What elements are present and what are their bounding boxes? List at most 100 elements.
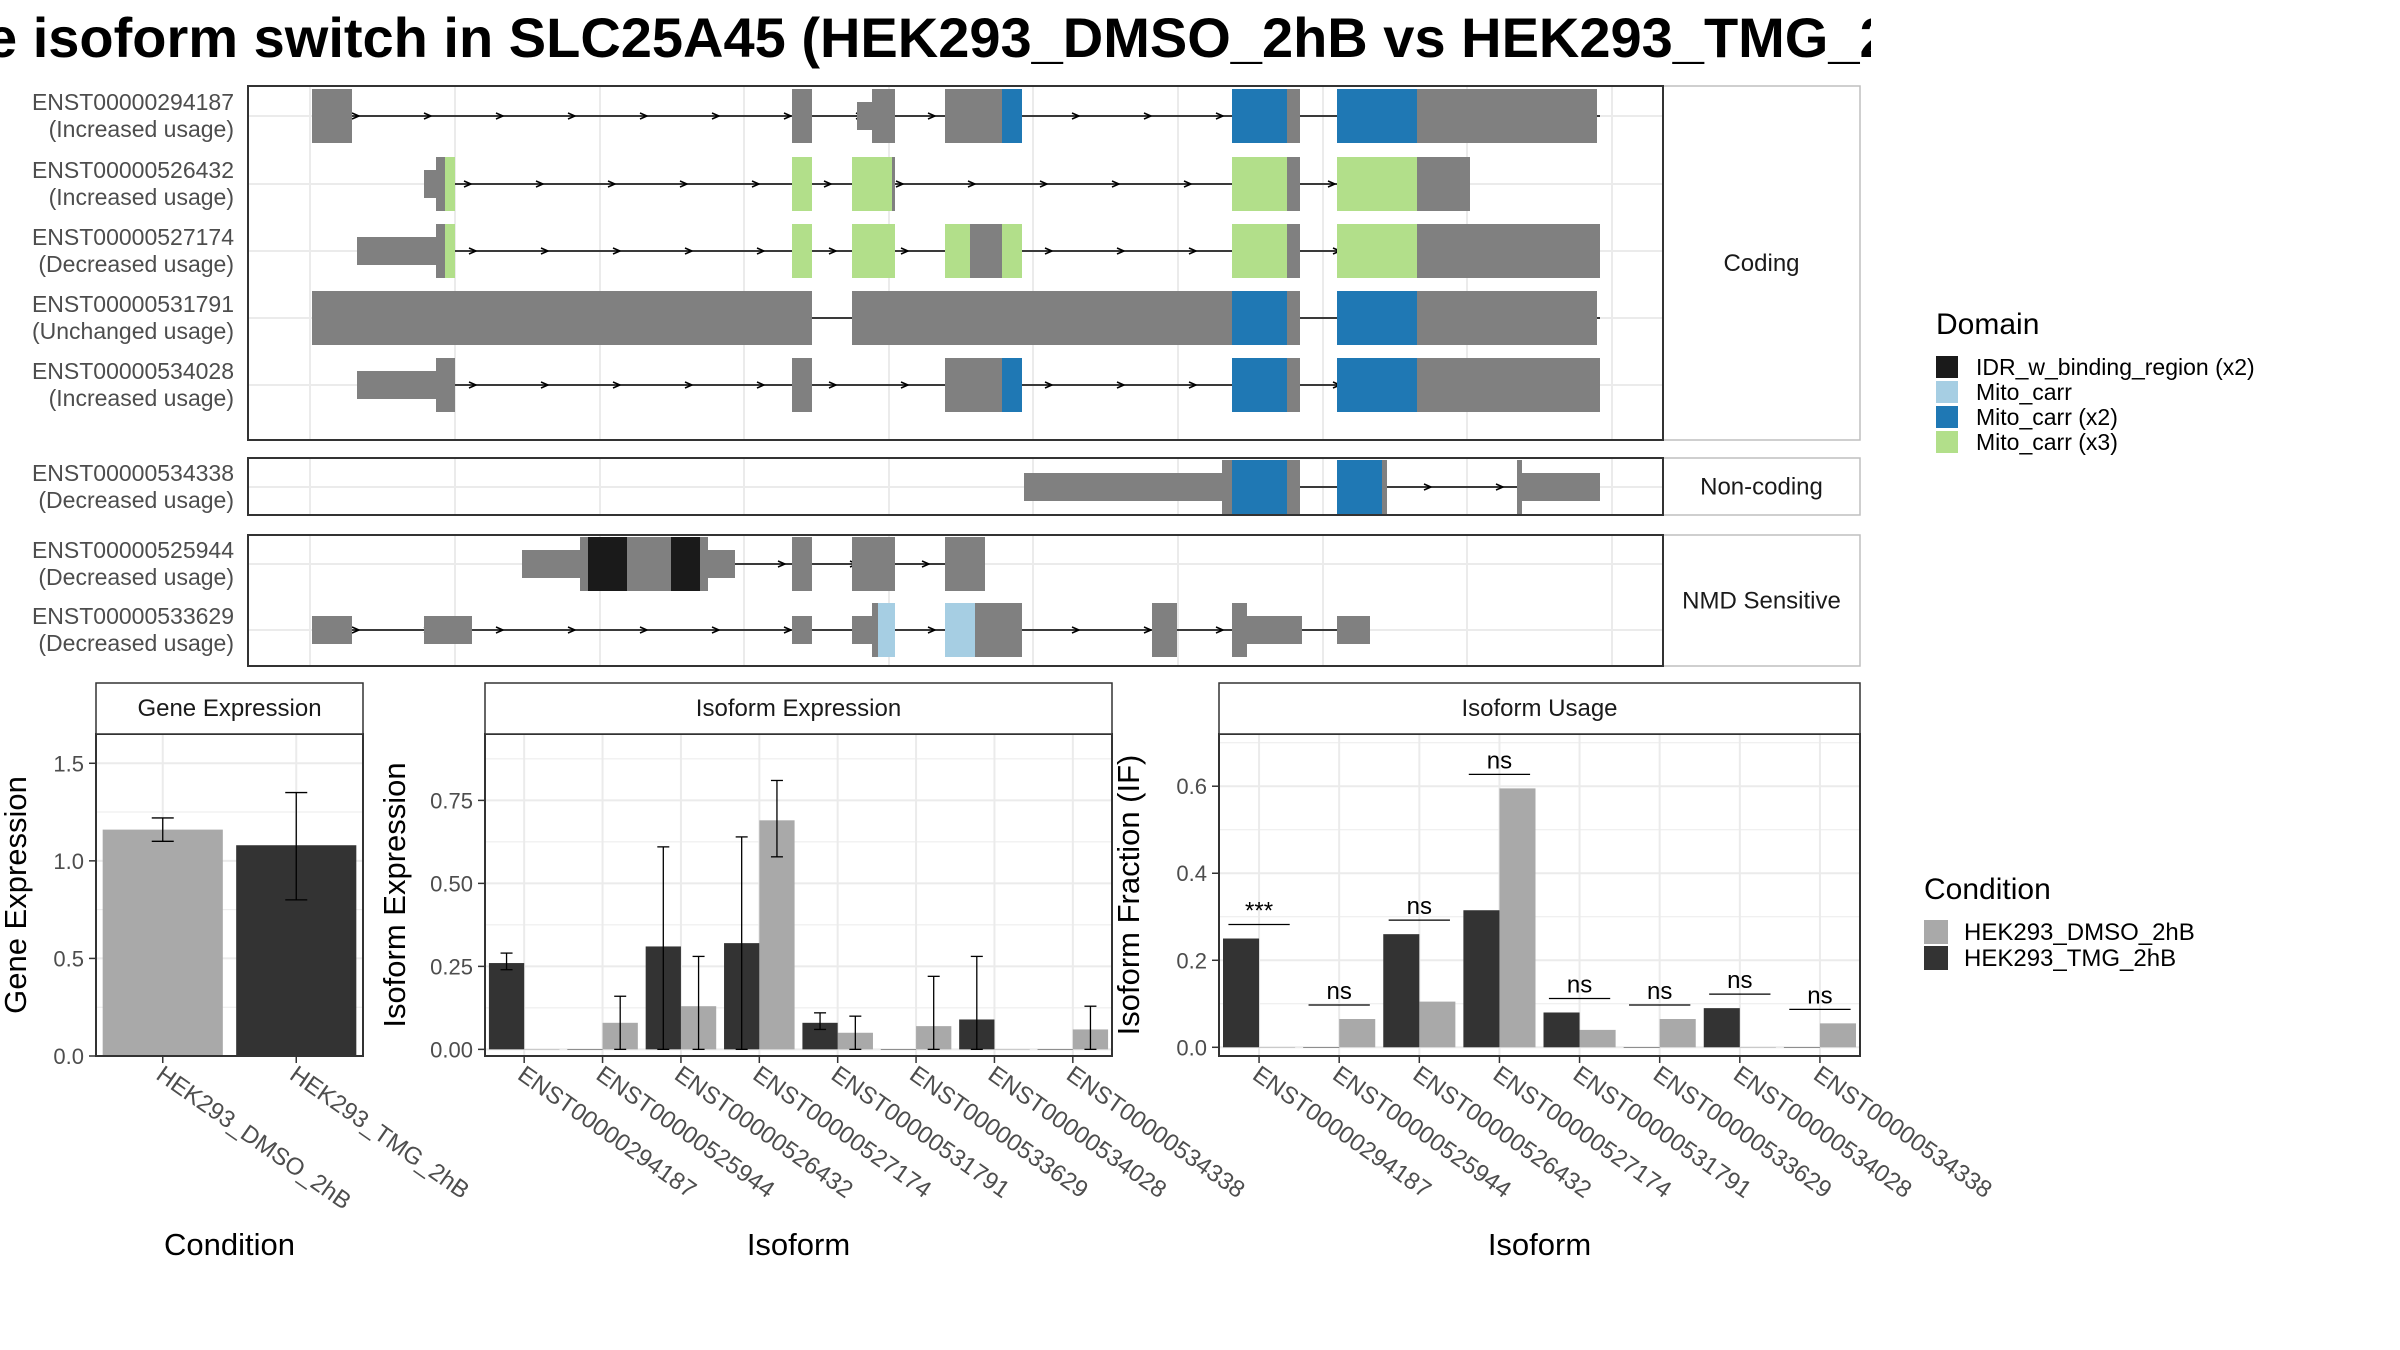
isoform-usage-label: (Decreased usage) [38,564,234,590]
intron-arrow [535,180,545,188]
bar [1499,788,1536,1048]
cds-exon [792,537,812,591]
bar [1223,938,1260,1048]
y-tick-label: 0.6 [1176,774,1207,799]
intron-arrow [639,112,649,120]
domain-exon [1232,157,1287,211]
y-axis-label: Gene Expression [0,776,33,1014]
intron-arrow [927,112,937,120]
intron-arrow [351,112,361,120]
domain-exon [1337,358,1417,412]
intron-arrow [1071,112,1081,120]
domain-legend-label: Mito_carr (x2) [1976,404,2118,430]
cds-exon [312,89,352,143]
cds-exon [892,157,895,211]
intron-arrow [967,180,977,188]
significance-label: ns [1647,978,1672,1005]
bar [1259,1047,1296,1048]
domain-exon [852,224,895,278]
intron-arrow [1071,626,1081,634]
chart-plot-bg [485,734,1112,1056]
bar [1739,1047,1776,1048]
cds-exon [1425,291,1597,345]
cds-exon [1425,89,1597,143]
x-axis-label: Condition [164,1227,295,1262]
intron-arrow [1188,247,1198,255]
structure-panel-border [247,457,1664,516]
bar [1303,1047,1340,1048]
intron-arrow [1188,381,1198,389]
isoform-usage-label: (Increased usage) [49,385,234,411]
cds-exon [792,358,812,412]
domain-exon [852,157,892,211]
structure-strip [1662,534,1861,667]
bar [1819,1023,1856,1048]
domain-exon [445,224,455,278]
domain-exon [1232,358,1287,412]
cds-exon [436,157,445,211]
intron-arrow [1495,483,1505,491]
chart-title-strip [1218,682,1861,735]
cds-exon [1425,157,1470,211]
bar [102,829,223,1056]
cds-exon [872,603,878,657]
intron-arrow [567,112,577,120]
intron-arrow [1143,626,1153,634]
bar [488,963,525,1050]
utr-exon [708,550,735,578]
bar [1543,1012,1580,1048]
bar [1659,1019,1696,1048]
intron-arrow [823,180,833,188]
cds-exon [1287,157,1300,211]
cds-exon [1425,358,1600,412]
bar [1419,1001,1456,1048]
x-axis-label: Isoform [747,1227,850,1262]
domain-legend-title: Domain [1936,308,2039,341]
domain-exon [671,537,700,591]
utr-exon [1247,616,1302,644]
isoform-usage-label: (Unchanged usage) [32,318,234,344]
intron-arrow [783,112,793,120]
cds-exon [1287,89,1300,143]
domain-exon [1232,89,1287,143]
domain-exon [1232,291,1287,345]
condition-legend-label: HEK293_TMG_2hB [1964,945,2176,972]
intron-arrow [1044,247,1054,255]
bar [880,1049,917,1050]
cds-exon [792,89,812,143]
isoform-id-label: ENST00000534028 [32,358,234,384]
intron-arrow [540,247,550,255]
domain-exon [1337,157,1417,211]
structure-strip-label: Coding [1723,250,1799,277]
y-tick-label: 0.25 [430,954,473,979]
domain-exon [792,224,812,278]
bar [1383,934,1420,1048]
significance-label: ns [1727,967,1752,994]
intron-arrow [1423,483,1433,491]
y-tick-label: 0.75 [430,788,473,813]
intron-arrow [900,381,910,389]
legend-swatch [1936,356,1958,378]
bar [1339,1019,1376,1048]
structure-strip [1662,457,1861,516]
intron-arrow [1215,112,1225,120]
domain-exon [1232,460,1287,514]
cds-exon [1232,603,1247,657]
significance-label: ns [1807,982,1832,1009]
cds-exon [580,537,588,591]
domain-exon [945,603,975,657]
isoform-usage-label: (Decreased usage) [38,630,234,656]
legend-swatch [1936,406,1958,428]
intron-arrow [612,247,622,255]
domain-exon [1232,224,1287,278]
bar [1463,910,1500,1048]
intron-arrow [1111,180,1121,188]
isoform-id-label: ENST00000531791 [32,291,234,317]
intron-arrow [828,381,838,389]
cds-exon [852,537,895,591]
intron-arrow [612,381,622,389]
chart-title: Isoform Expression [696,695,901,722]
isoform-id-label: ENST00000294187 [32,89,234,115]
